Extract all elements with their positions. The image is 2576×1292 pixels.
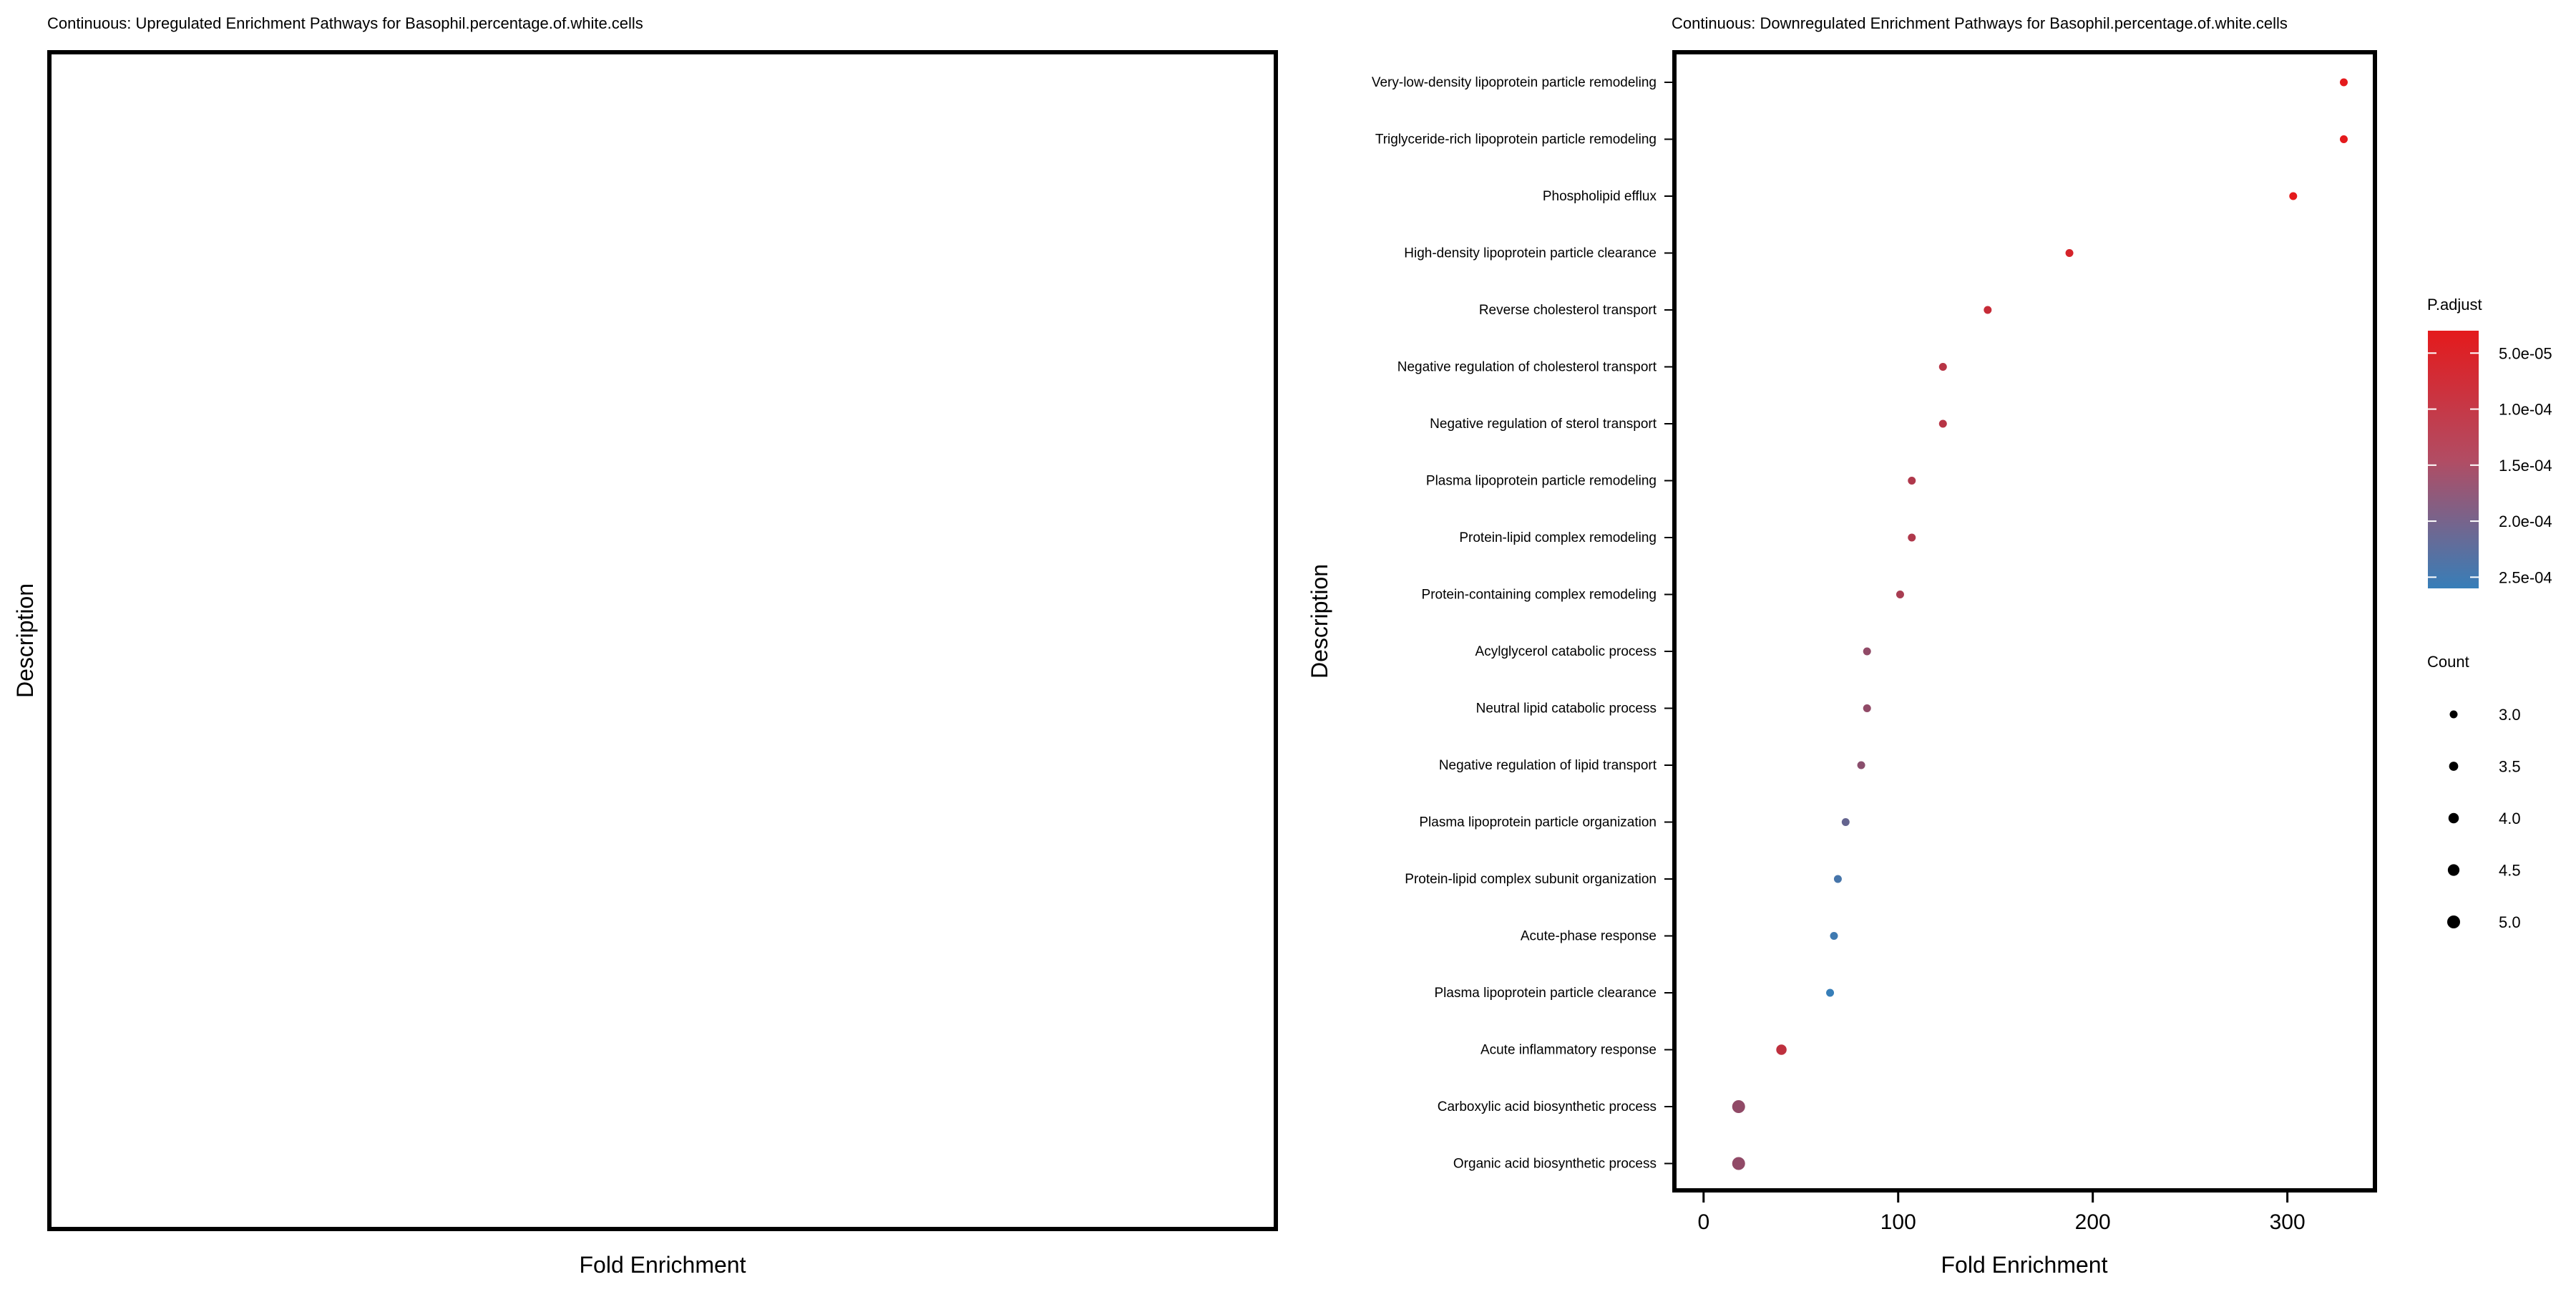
legend: P.adjust 5.0e-05 1.0e-04 1.5e-04 2.0e-04 2.5…	[2427, 296, 2552, 931]
description-label: Triglyceride-rich lipoprotein particle r…	[1375, 132, 1657, 147]
downregulated-plot-frame	[1672, 50, 2377, 1193]
description-label: Carboxylic acid biosynthetic process	[1438, 1099, 1657, 1114]
data-point	[1984, 306, 1992, 314]
data-point	[1908, 533, 1916, 542]
data-point	[1841, 818, 1850, 826]
data-point	[1863, 704, 1871, 712]
downregulated-y-axis-label: Description	[1307, 564, 1332, 679]
description-label: Plasma lipoprotein particle organization	[1419, 815, 1657, 830]
description-label: Protein-containing complex remodeling	[1422, 588, 1657, 603]
description-label: Acute inflammatory response	[1480, 1043, 1657, 1058]
colorbar-tick-label: 1.0e-04	[2499, 401, 2552, 419]
data-point	[1863, 647, 1871, 656]
data-point	[1826, 989, 1835, 997]
description-label: Negative regulation of cholesterol trans…	[1397, 360, 1657, 375]
legend-count-items: 3.0 3.5 4.0 4.5 5.0	[2447, 706, 2521, 931]
colorbar-tick-label: 5.0e-05	[2499, 344, 2552, 362]
description-label: Reverse cholesterol transport	[1479, 303, 1657, 318]
data-point	[2339, 135, 2348, 143]
colorbar-tick-label: 2.5e-04	[2499, 568, 2552, 586]
count-legend-dot	[2447, 864, 2460, 876]
colorbar-tick-label: 2.0e-04	[2499, 513, 2552, 530]
x-axis-ticks: 0 100 200 300	[1697, 1193, 2306, 1234]
data-point	[1857, 761, 1865, 769]
x-tick-label: 200	[2075, 1210, 2111, 1234]
count-legend-label: 5.0	[2499, 913, 2521, 931]
data-point	[1776, 1044, 1787, 1055]
upregulated-plot-frame	[47, 50, 1278, 1231]
description-label: Acute-phase response	[1521, 929, 1657, 944]
x-tick-label: 0	[1697, 1210, 1709, 1234]
description-labels: Very-low-density lipoprotein particle re…	[1372, 75, 1657, 1172]
description-label: Organic acid biosynthetic process	[1453, 1157, 1657, 1172]
legend-padjust-title: P.adjust	[2427, 296, 2482, 314]
data-point	[1908, 477, 1916, 485]
description-label: Protein-lipid complex subunit organizati…	[1405, 872, 1657, 887]
legend-count-title: Count	[2427, 653, 2469, 671]
data-point	[1896, 591, 1904, 598]
upregulated-y-axis-label: Description	[12, 583, 38, 698]
legend-padjust-colorbar	[2428, 331, 2479, 588]
downregulated-panel: Continuous: Downregulated Enrichment Pat…	[1307, 14, 2377, 1278]
count-legend-label: 4.0	[2499, 810, 2521, 827]
data-point	[2065, 249, 2074, 257]
description-label: Plasma lipoprotein particle clearance	[1435, 986, 1657, 1001]
count-legend-dot	[2449, 710, 2458, 719]
downregulated-x-axis-label: Fold Enrichment	[1941, 1252, 2108, 1278]
description-label: Very-low-density lipoprotein particle re…	[1372, 75, 1657, 90]
data-point	[1938, 363, 1947, 371]
count-legend-label: 3.5	[2499, 758, 2521, 776]
description-label: Phospholipid efflux	[1543, 189, 1657, 204]
description-label: Negative regulation of sterol transport	[1430, 417, 1657, 432]
count-legend-dot	[2448, 812, 2459, 824]
description-label: Negative regulation of lipid transport	[1439, 758, 1657, 773]
x-tick-label: 300	[2270, 1210, 2306, 1234]
description-label: Acylglycerol catabolic process	[1475, 644, 1657, 659]
legend-colorbar-ticks: 5.0e-05 1.0e-04 1.5e-04 2.0e-04 2.5e-04	[2428, 344, 2552, 586]
count-legend-dot	[2447, 915, 2460, 928]
count-legend-label: 4.5	[2499, 862, 2521, 880]
description-label: Neutral lipid catabolic process	[1476, 701, 1657, 717]
data-point	[1732, 1157, 1745, 1170]
description-label: Plasma lipoprotein particle remodeling	[1426, 474, 1657, 489]
upregulated-panel: Continuous: Upregulated Enrichment Pathw…	[12, 14, 1278, 1278]
upregulated-x-axis-label: Fold Enrichment	[580, 1252, 746, 1278]
data-point	[1833, 875, 1842, 883]
upregulated-title: Continuous: Upregulated Enrichment Pathw…	[47, 14, 643, 32]
downregulated-title: Continuous: Downregulated Enrichment Pat…	[1672, 14, 2288, 32]
description-label: High-density lipoprotein particle cleara…	[1404, 246, 1657, 261]
x-tick-label: 100	[1880, 1210, 1916, 1234]
data-point	[2289, 192, 2298, 200]
data-point	[1732, 1100, 1745, 1113]
data-points	[1732, 78, 2348, 1170]
data-point	[1830, 932, 1838, 940]
colorbar-tick-label: 1.5e-04	[2499, 457, 2552, 475]
count-legend-dot	[2449, 762, 2459, 771]
data-point	[1938, 419, 1947, 428]
count-legend-label: 3.0	[2499, 706, 2521, 724]
data-point	[2339, 78, 2348, 87]
y-tick-marks	[1664, 82, 1672, 1165]
description-label: Protein-lipid complex remodeling	[1459, 530, 1657, 545]
